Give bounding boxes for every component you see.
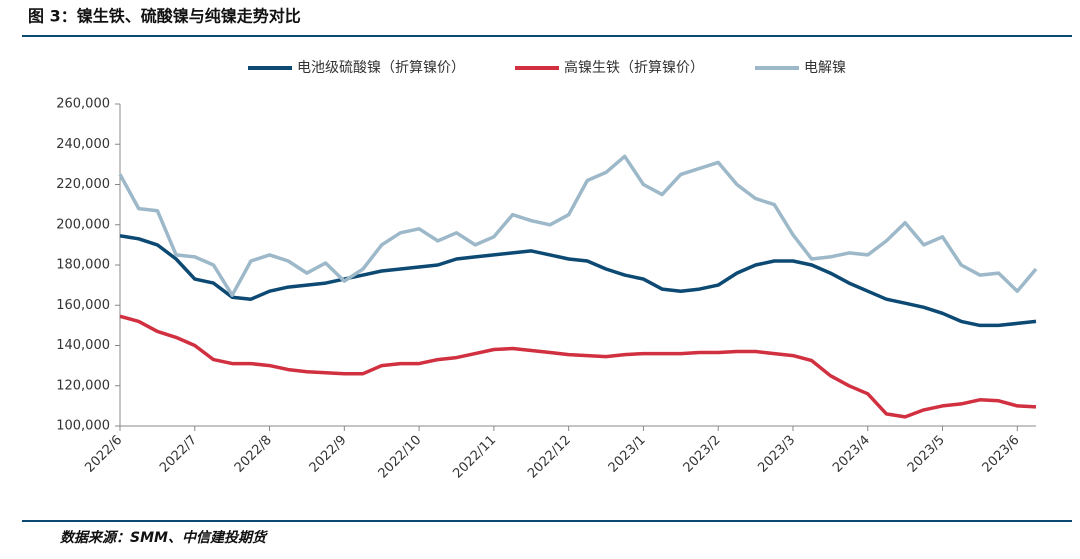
x-tick-label: 2022/12	[525, 433, 574, 482]
x-tick-label: 2022/8	[232, 433, 275, 476]
y-tick-label: 100,000	[56, 419, 110, 434]
x-tick-label: 2022/6	[82, 433, 125, 476]
y-tick-label: 140,000	[56, 338, 110, 353]
x-tick-label: 2023/1	[606, 433, 649, 476]
x-tick-label: 2022/9	[307, 433, 350, 476]
x-tick-label: 2023/6	[980, 433, 1023, 476]
legend-label: 高镍生铁（折算镍价）	[564, 59, 704, 76]
x-tick-label: 2023/3	[755, 433, 798, 476]
y-tick-label: 120,000	[56, 378, 110, 393]
legend-label: 电解镍	[804, 60, 846, 76]
series-line	[119, 314, 1037, 419]
legend-label: 电池级硫酸镍（折算镍价）	[297, 60, 465, 76]
x-tick-label: 2022/10	[376, 433, 425, 482]
chart-title: 图 3：镍生铁、硫酸镍与纯镍走势对比	[28, 7, 301, 26]
source: 数据来源：SMM、中信建投期货	[60, 529, 268, 546]
x-tick-label: 2023/5	[905, 433, 948, 476]
series-line	[118, 154, 1038, 297]
y-tick-label: 220,000	[56, 177, 110, 192]
y-tick-label: 160,000	[56, 298, 110, 313]
x-tick-label: 2023/4	[830, 433, 873, 476]
y-tick-label: 240,000	[56, 137, 110, 152]
series-line	[119, 234, 1037, 328]
y-tick-label: 200,000	[56, 217, 110, 232]
y-tick-label: 180,000	[56, 258, 110, 273]
x-tick-label: 2022/11	[450, 433, 499, 482]
x-tick-label: 2022/7	[157, 433, 200, 476]
x-tick-label: 2023/2	[681, 433, 724, 476]
y-tick-label: 260,000	[56, 97, 110, 112]
